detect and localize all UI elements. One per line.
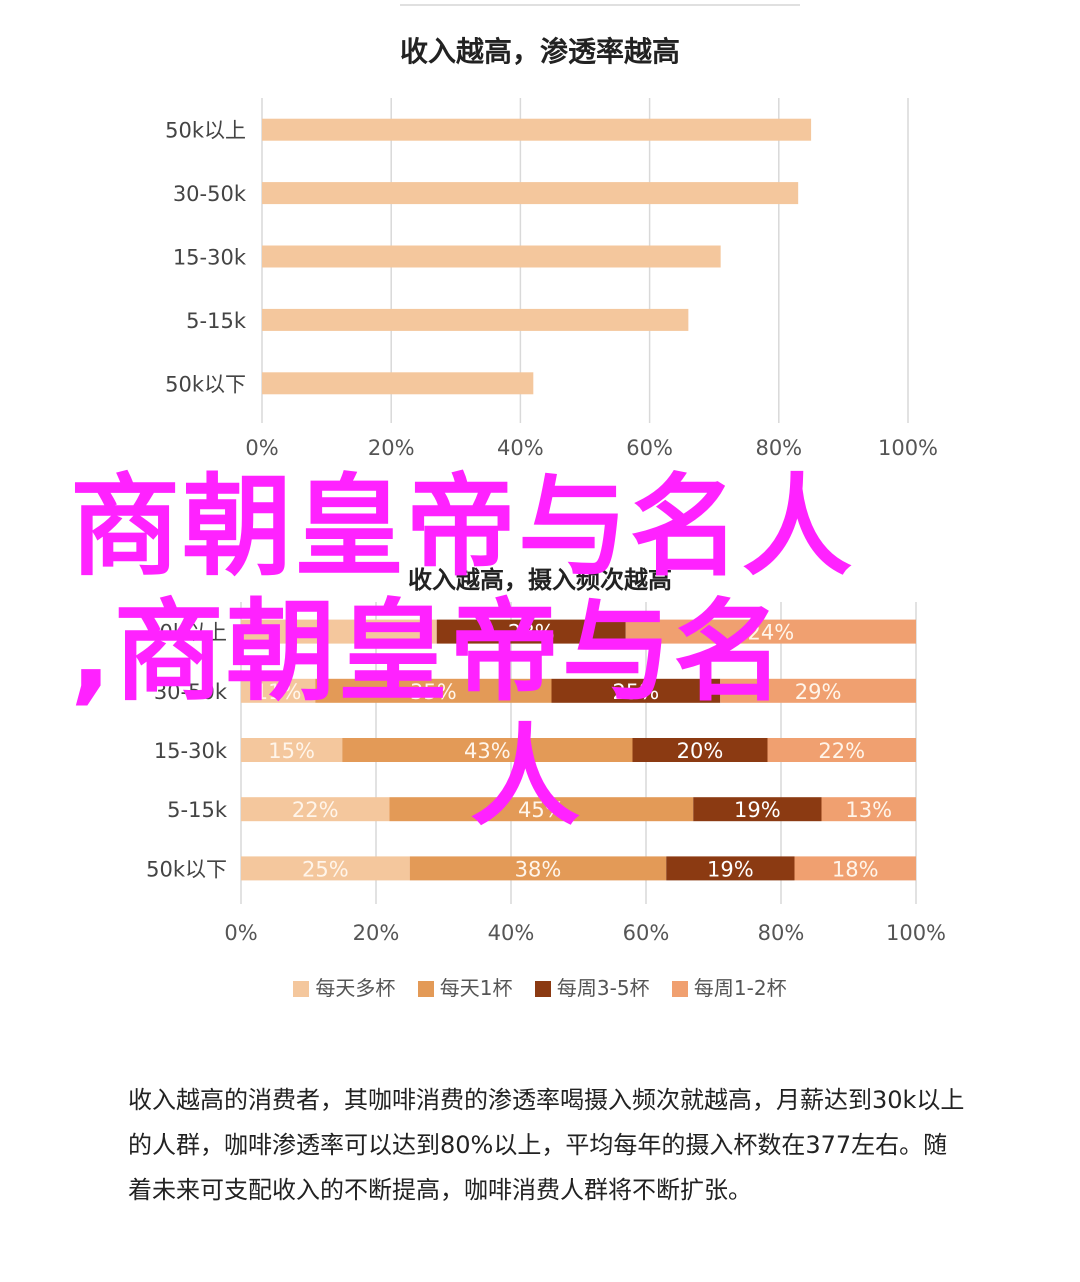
stacked-bar-segment — [315, 678, 552, 703]
bar — [262, 308, 689, 331]
stacked-bar-segment — [794, 856, 916, 881]
x-tick-label: 80% — [755, 436, 802, 460]
bar — [262, 245, 721, 268]
y-tick-label: 5-15k — [186, 309, 247, 333]
y-tick-label: 30-50k — [154, 680, 228, 704]
x-tick-label: 20% — [353, 921, 400, 945]
y-tick-label: 15-30k — [154, 739, 228, 763]
y-tick-label: 15-30k — [173, 246, 247, 270]
data-label: 11% — [255, 680, 302, 704]
frequency-chart: 0%20%40%60%80%100%50k以上24%28%24%30-50k11… — [146, 602, 946, 945]
stacked-bar-segment — [720, 678, 916, 703]
legend-swatch — [534, 981, 551, 997]
legend-label: 每天多杯 — [315, 976, 396, 1000]
stacked-bar-segment — [666, 856, 795, 881]
stacked-bar-segment — [821, 797, 916, 822]
y-tick-label: 50k以上 — [146, 621, 227, 645]
data-label: 15% — [268, 739, 315, 763]
stacked-bar-segment — [342, 738, 633, 762]
data-label: 25% — [613, 680, 660, 704]
legend-swatch — [671, 981, 688, 997]
y-tick-label: 50k以下 — [146, 857, 227, 881]
x-tick-label: 60% — [626, 436, 673, 460]
legend-item: 每天多杯 — [293, 972, 395, 1001]
x-tick-label: 0% — [245, 436, 278, 460]
data-label: 29% — [795, 680, 842, 704]
stacked-bar-segment — [241, 619, 437, 644]
data-label: 38% — [515, 857, 562, 881]
stacked-bar-segment — [632, 738, 768, 762]
y-tick-label: 50k以上 — [165, 119, 246, 143]
data-label: 22% — [292, 798, 339, 822]
bar — [262, 182, 799, 205]
legend-label: 每周3-5杯 — [556, 976, 650, 1000]
data-label: 18% — [832, 857, 879, 881]
data-label: 43% — [464, 739, 511, 763]
legend-item: 每周1-2杯 — [671, 972, 787, 1001]
legend-item: 每周3-5杯 — [534, 972, 650, 1001]
y-tick-label: 50k以下 — [165, 372, 246, 396]
x-tick-label: 40% — [497, 436, 544, 460]
data-label: 20% — [677, 739, 724, 763]
legend-item: 每天1杯 — [417, 972, 513, 1001]
stacked-bar-segment — [241, 738, 343, 762]
stacked-bar-segment — [767, 738, 916, 762]
penetration-chart: 0% 20% 40% 60% 80% 100% 50k以上 30-50k 15-30k 5-15k… — [165, 98, 938, 460]
data-label: 35% — [410, 680, 457, 704]
legend-label: 每天1杯 — [439, 976, 513, 1000]
stacked-bar-segment — [241, 797, 390, 822]
x-tick-label: 80% — [758, 921, 805, 945]
stacked-bar-segment — [436, 619, 626, 644]
x-tick-label: 20% — [368, 436, 415, 460]
data-label: 22% — [818, 739, 865, 763]
y-tick-label: 5-15k — [167, 798, 228, 822]
data-label: 45% — [518, 798, 565, 822]
stacked-bar-segment — [241, 856, 410, 881]
data-label: 28% — [508, 621, 555, 645]
x-tick-label: 40% — [488, 921, 535, 945]
x-tick-label: 60% — [623, 921, 670, 945]
data-label: 19% — [734, 798, 781, 822]
chart2-title: 收入越高，摄入频次越高 — [408, 566, 672, 594]
cropped-top-element — [400, 0, 800, 6]
stacked-bar-segment — [389, 797, 694, 822]
data-label: 19% — [707, 857, 754, 881]
description-paragraph: 收入越高的消费者，其咖啡消费的渗透率喝摄入频次就越高，月薪达到30k以上的人群，… — [128, 1086, 965, 1204]
stacked-bar-segment — [551, 678, 721, 703]
legend-label: 每周1-2杯 — [693, 976, 787, 1000]
stacked-bar-segment — [625, 619, 916, 644]
bar — [262, 372, 534, 395]
bar — [262, 118, 812, 141]
stacked-bar-segment — [241, 678, 316, 703]
stacked-bar-segment — [693, 797, 822, 822]
x-tick-label: 100% — [886, 921, 946, 945]
x-tick-label: 0% — [224, 921, 257, 945]
x-tick-label: 100% — [878, 436, 938, 460]
data-label: 24% — [748, 621, 795, 645]
data-label: 25% — [302, 857, 349, 881]
legend-swatch — [417, 981, 434, 997]
data-label: 13% — [845, 798, 892, 822]
y-tick-label: 30-50k — [173, 182, 247, 206]
chart1-title: 收入越高，渗透率越高 — [399, 35, 680, 68]
chart2-legend: 每天多杯 每天1杯 每周3-5杯 每周1-2杯 — [0, 972, 1080, 1001]
legend-swatch — [293, 981, 310, 997]
stacked-bar-segment — [409, 856, 667, 881]
